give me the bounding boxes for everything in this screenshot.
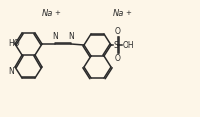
Text: +: + — [124, 10, 130, 16]
Text: Na: Na — [112, 9, 123, 18]
Text: +: + — [54, 10, 60, 16]
Text: N: N — [68, 32, 74, 41]
Text: S: S — [113, 40, 119, 49]
Text: OH: OH — [122, 40, 134, 49]
Text: O: O — [114, 27, 120, 36]
Text: O: O — [114, 54, 120, 63]
Text: Na: Na — [41, 9, 52, 18]
Text: N: N — [8, 66, 14, 75]
Text: HO: HO — [8, 40, 20, 49]
Text: N: N — [52, 32, 58, 41]
